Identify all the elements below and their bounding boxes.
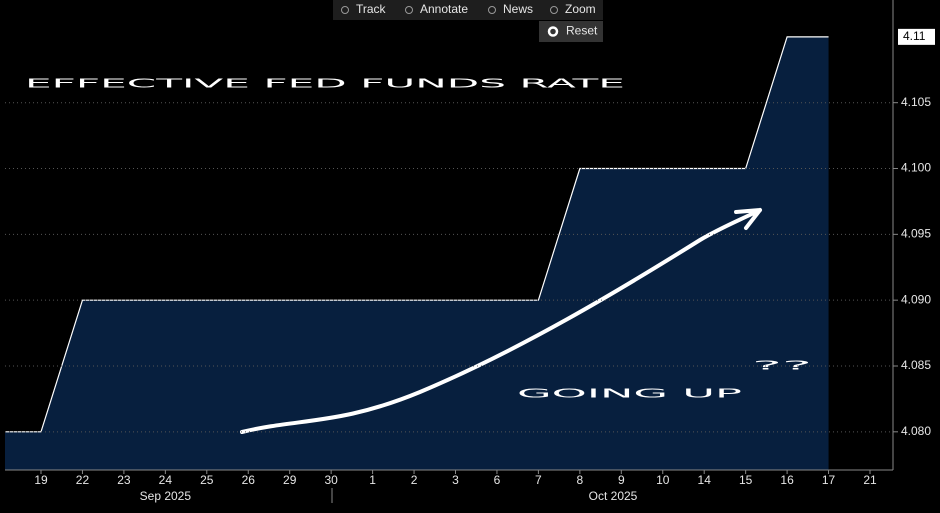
x-tick-label: 15 bbox=[739, 473, 753, 487]
x-tick-label: 17 bbox=[822, 473, 836, 487]
x-tick-label: 21 bbox=[863, 473, 877, 487]
x-tick-label: 22 bbox=[76, 473, 90, 487]
toolbar-button[interactable]: Zoom bbox=[565, 2, 596, 16]
y-tick-label: 4.085 bbox=[901, 358, 931, 372]
annotation: GOING UP bbox=[517, 387, 742, 401]
toolbar-bg bbox=[333, 0, 603, 20]
x-tick-label: 3 bbox=[452, 473, 459, 487]
x-tick-label: 6 bbox=[494, 473, 501, 487]
x-tick-label: 7 bbox=[535, 473, 542, 487]
reset-icon bbox=[547, 26, 559, 37]
toolbar-button[interactable]: News bbox=[503, 2, 533, 16]
x-tick-label: 9 bbox=[618, 473, 625, 487]
reset-button[interactable]: Reset bbox=[566, 24, 598, 38]
toolbar-icon bbox=[405, 6, 413, 14]
toolbar-icon bbox=[341, 6, 349, 14]
toolbar-button[interactable]: Annotate bbox=[420, 2, 468, 16]
x-tick-label: 24 bbox=[159, 473, 173, 487]
x-tick-label: 1 bbox=[369, 473, 376, 487]
x-group-label: Oct 2025 bbox=[589, 489, 638, 503]
x-tick-label: 23 bbox=[117, 473, 131, 487]
toolbar-button[interactable]: Track bbox=[356, 2, 387, 16]
y-tick-label: 4.100 bbox=[901, 161, 931, 175]
last-value-label: 4.11 bbox=[903, 29, 926, 43]
y-tick-label: 4.080 bbox=[901, 424, 931, 438]
toolbar: Reset Track Annotate News Zoom bbox=[333, 0, 603, 42]
area bbox=[5, 36, 829, 470]
toolbar-icon bbox=[488, 6, 496, 14]
x-tick-label: 25 bbox=[200, 473, 214, 487]
y-tick-label: 4.095 bbox=[901, 227, 931, 241]
toolbar-icon bbox=[550, 6, 558, 14]
reset-button-bg[interactable] bbox=[539, 21, 603, 42]
x-tick-label: 10 bbox=[656, 473, 670, 487]
hand-drawn-arrow bbox=[240, 208, 762, 434]
x-tick-label: 14 bbox=[698, 473, 712, 487]
last-value-tag bbox=[898, 28, 935, 45]
x-tick-label: 26 bbox=[242, 473, 256, 487]
x-tick-label: 29 bbox=[283, 473, 297, 487]
y-tick-label: 4.090 bbox=[901, 292, 931, 306]
x-tick-label: 8 bbox=[577, 473, 584, 487]
annotation: EFFECTIVE FED FUNDS RATE bbox=[25, 77, 625, 91]
y-tick-label: 4.105 bbox=[901, 95, 931, 109]
x-tick-label: 16 bbox=[780, 473, 794, 487]
x-tick-label: 19 bbox=[34, 473, 48, 487]
x-tick-label: 30 bbox=[324, 473, 338, 487]
x-group-label: Sep 2025 bbox=[140, 489, 192, 503]
x-tick-label: 2 bbox=[411, 473, 418, 487]
